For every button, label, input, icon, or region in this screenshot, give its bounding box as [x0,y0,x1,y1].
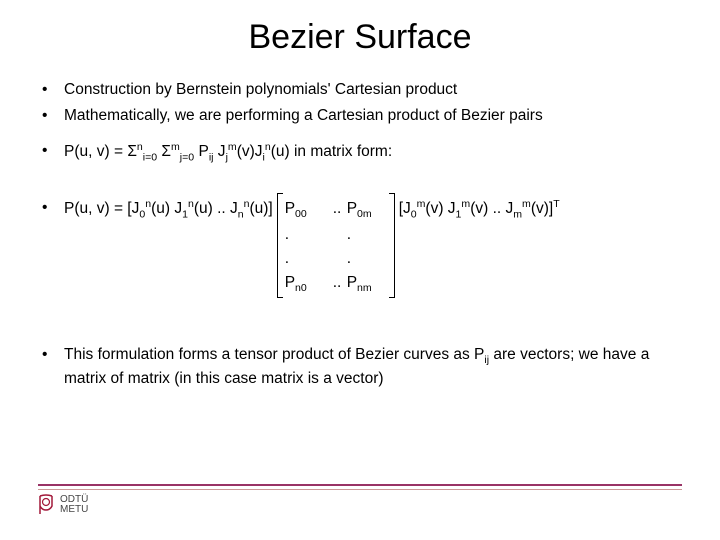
bullet-4-text: P(u, v) = [J0n(u) J1n(u) .. Jnn(u)] P00 … [64,197,686,296]
matrix-row: Pn0 .. Pnm [285,271,387,296]
logo-text: ODTÜ METU [60,495,88,516]
content-body: • Construction by Bernstein polynomials'… [0,79,720,390]
footer: ODTÜ METU [0,484,720,516]
logo-line2: METU [60,505,88,516]
row-vector-v: [J0m(v) J1m(v) .. Jmm(v)]T [399,197,560,222]
bullet-5-text: This formulation forms a tensor product … [64,344,686,390]
bullet-marker: • [42,105,64,127]
divider-secondary [38,489,682,490]
control-point-matrix: P00 .. P0m . . . . Pn0 [277,197,395,296]
row-vector-u: P(u, v) = [J0n(u) J1n(u) .. Jnn(u)] [64,197,273,222]
bullet-2-text: Mathematically, we are performing a Cart… [64,105,686,127]
matrix-row: . . [285,247,387,271]
logo-block: ODTÜ METU [38,494,682,516]
bullet-marker: • [42,344,64,390]
matrix-row: . . [285,223,387,247]
bullet-marker: • [42,197,64,219]
divider-primary [38,484,682,486]
matrix-row: P00 .. P0m [285,197,387,222]
bullet-3: • P(u, v) = Σni=0 Σmj=0 Pij Jjm(v)Jin(u)… [42,140,686,165]
bullet-5: • This formulation forms a tensor produc… [42,344,686,390]
bullet-1-text: Construction by Bernstein polynomials' C… [64,79,686,101]
bracket-left-icon [277,193,283,298]
page-title: Bezier Surface [0,0,720,79]
bullet-1: • Construction by Bernstein polynomials'… [42,79,686,101]
bullet-marker: • [42,79,64,101]
bullet-4: • P(u, v) = [J0n(u) J1n(u) .. Jnn(u)] P0… [42,197,686,296]
metu-logo-icon [38,494,54,516]
bullet-2: • Mathematically, we are performing a Ca… [42,105,686,127]
bracket-right-icon [389,193,395,298]
bullet-marker: • [42,140,64,165]
bullet-3-text: P(u, v) = Σni=0 Σmj=0 Pij Jjm(v)Jin(u) i… [64,140,686,165]
